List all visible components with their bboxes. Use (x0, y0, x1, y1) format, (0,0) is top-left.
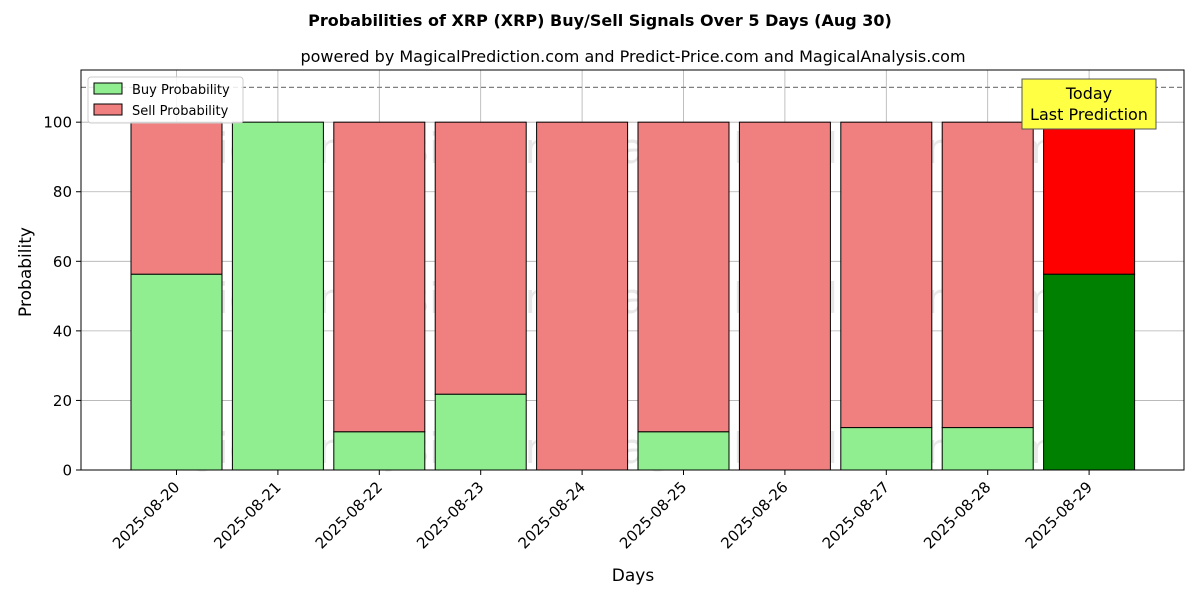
y-axis: 0 20 40 60 80 100 (43, 114, 81, 480)
bar-sell-2025-08-25 (637, 121, 730, 433)
legend-swatch-buy (93, 82, 123, 95)
today-annotation: Today Last Prediction (1021, 78, 1157, 130)
bar-sell-2025-08-24 (536, 121, 629, 471)
bar-buy-2025-08-22 (333, 431, 426, 471)
bar-buy-2025-08-20 (130, 273, 223, 471)
bar-sell-2025-08-27 (840, 121, 933, 429)
bar-sell-2025-08-26 (738, 121, 831, 471)
annotation-today: Today (1065, 84, 1112, 103)
legend-box (87, 76, 244, 124)
y-tick-label: 100 (43, 114, 72, 132)
bar-buy-2025-08-21 (231, 121, 324, 471)
bar-sell-2025-08-28 (941, 121, 1034, 429)
legend-swatch-sell (93, 103, 123, 116)
x-axis-label: Days (612, 566, 655, 586)
y-axis-label: Probability (16, 227, 36, 317)
bar-sell-2025-08-23 (434, 121, 527, 395)
y-tick-label: 60 (53, 253, 72, 271)
legend-label-buy: Buy Probability (132, 83, 230, 98)
bar-sell-2025-08-20 (130, 121, 223, 275)
bar-sell-2025-08-29 (1043, 121, 1136, 275)
y-tick-label: 0 (62, 462, 72, 480)
chart-subtitle: powered by MagicalPrediction.com and Pre… (300, 47, 965, 66)
bar-buy-2025-08-29 (1043, 273, 1136, 471)
bars (130, 121, 1136, 471)
chart-title: Probabilities of XRP (XRP) Buy/Sell Sign… (308, 11, 892, 30)
y-tick-label: 80 (53, 183, 72, 201)
plot-frame (80, 69, 1185, 471)
bar-buy-2025-08-27 (840, 427, 933, 471)
bar-buy-2025-08-28 (941, 427, 1034, 471)
annotation-last-prediction: Last Prediction (1030, 105, 1148, 124)
annotation-box (1021, 78, 1157, 130)
legend: Buy Probability Sell Probability (87, 76, 244, 124)
bar-sell-2025-08-22 (333, 121, 426, 433)
bar-buy-2025-08-23 (434, 393, 527, 471)
bar-buy-2025-08-25 (637, 431, 730, 471)
y-tick-label: 20 (53, 392, 72, 410)
y-tick-label: 40 (53, 322, 72, 340)
legend-label-sell: Sell Probability (132, 104, 229, 119)
